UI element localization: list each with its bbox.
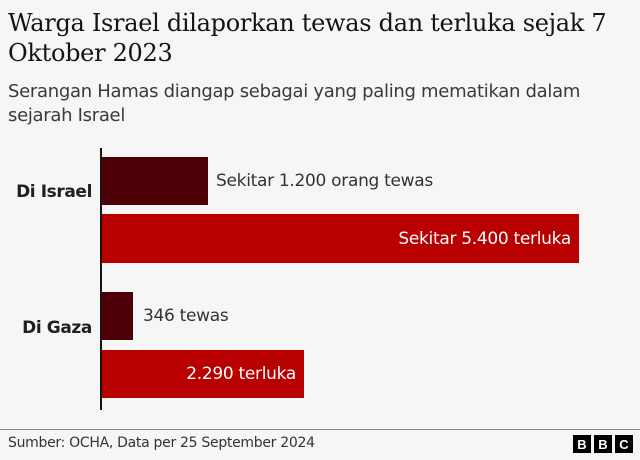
bar-gaza-killed	[102, 292, 133, 340]
chart-title: Warga Israel dilaporkan tewas dan terluk…	[8, 9, 607, 67]
chart-subtitle: Serangan Hamas diangap sebagai yang pali…	[8, 81, 581, 126]
logo-letter: B	[594, 435, 612, 453]
bar-gaza-injured	[102, 350, 304, 398]
bar-label-gaza-killed: 346 tewas	[143, 306, 229, 326]
category-label-gaza: Di Gaza	[22, 318, 92, 338]
bar-label-israel-killed: Sekitar 1.200 orang tewas	[216, 171, 433, 191]
source-note: Sumber: OCHA, Data per 25 September 2024	[8, 435, 315, 451]
bar-israel-killed	[102, 157, 208, 205]
bbc-logo: B B C	[573, 435, 633, 453]
y-axis-line	[100, 148, 102, 410]
logo-letter: B	[573, 435, 591, 453]
logo-letter: C	[615, 435, 633, 453]
bar-label-israel-injured: Sekitar 5.400 terluka	[398, 229, 571, 249]
bar-israel-injured	[102, 214, 579, 263]
footer-divider	[0, 429, 640, 430]
bar-label-gaza-injured: 2.290 terluka	[186, 364, 296, 384]
category-label-israel: Di Israel	[16, 182, 92, 202]
